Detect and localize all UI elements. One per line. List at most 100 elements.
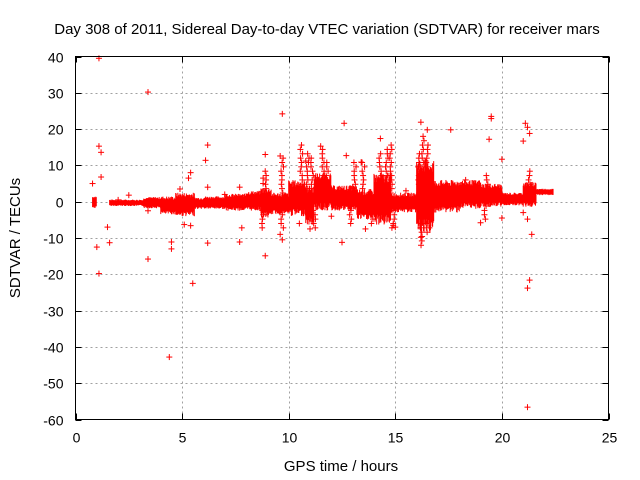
data-point [424, 229, 431, 236]
data-point [348, 198, 355, 205]
x-tick-label: 15 [388, 430, 404, 446]
data-point [477, 219, 484, 226]
data-point [415, 181, 422, 188]
data-band [501, 192, 524, 206]
data-point [343, 152, 350, 159]
data-point [370, 207, 377, 214]
data-point [387, 150, 394, 157]
data-point [387, 163, 394, 170]
y-tick-labels: -60 -50 -40 -30 -20 -10 0 10 20 30 40 [43, 50, 63, 429]
data-point [525, 176, 532, 183]
data-point [520, 209, 527, 216]
data-point [416, 194, 423, 201]
x-axis-title: GPS time / hours [284, 458, 398, 475]
y-tick-label: 10 [48, 158, 64, 174]
data-point [423, 207, 430, 214]
data-band [245, 190, 261, 211]
y-axis-title: SDTVAR / TECUs [7, 178, 24, 298]
data-point [426, 224, 433, 231]
data-point [204, 240, 211, 247]
data-point [387, 189, 394, 196]
data-point [351, 168, 358, 175]
data-point [260, 175, 267, 182]
data-point [89, 180, 96, 187]
data-point [376, 176, 383, 183]
data-point [346, 211, 353, 218]
data-point [317, 143, 324, 150]
data-point [350, 185, 357, 192]
data-point [424, 198, 431, 205]
data-point [377, 185, 384, 192]
data-point [388, 142, 395, 149]
data-point [187, 169, 194, 176]
data-point [309, 176, 316, 183]
data-point [415, 155, 422, 162]
data-point [279, 236, 286, 243]
data-point [204, 142, 211, 149]
x-tick-label: 25 [602, 430, 618, 446]
data-point [106, 239, 113, 246]
data-point [299, 172, 306, 179]
data-point [352, 181, 359, 188]
data-point [346, 203, 353, 210]
data-point [352, 189, 359, 196]
data-point [278, 220, 285, 227]
data-points [89, 55, 554, 411]
data-point [296, 220, 303, 227]
data-point [361, 194, 368, 201]
y-tick-label: 40 [48, 50, 64, 66]
data-point [328, 213, 335, 220]
data-point [236, 184, 243, 191]
data-point [312, 198, 319, 205]
data-point [524, 404, 531, 411]
data-point [424, 216, 431, 223]
data-point [187, 222, 194, 229]
data-point [378, 168, 385, 175]
y-tick-label: -40 [43, 340, 63, 356]
data-point [389, 198, 396, 205]
data-point [202, 157, 209, 164]
data-point [520, 138, 527, 145]
x-tick-label: 0 [73, 430, 81, 446]
data-point [280, 224, 287, 231]
data-band [480, 183, 503, 208]
data-point [279, 203, 286, 210]
data-point [308, 181, 315, 188]
data-point [278, 185, 285, 192]
data-point [115, 196, 122, 203]
data-point [157, 202, 164, 209]
data-point [415, 172, 422, 179]
data-point [319, 146, 326, 153]
data-point [309, 194, 316, 201]
data-point [388, 159, 395, 166]
data-point [279, 189, 286, 196]
data-point [423, 172, 430, 179]
data-band [288, 180, 306, 217]
data-point [279, 110, 286, 117]
data-point [176, 185, 183, 192]
data-point [382, 176, 389, 183]
data-point [304, 168, 311, 175]
data-point [263, 172, 270, 179]
data-point [262, 168, 269, 175]
data-point [526, 194, 533, 201]
data-point [416, 168, 423, 175]
data-point [376, 198, 383, 205]
data-point [347, 207, 354, 214]
y-tick-label: -60 [43, 413, 63, 429]
data-point [278, 207, 285, 214]
data-point [259, 207, 266, 214]
data-point [481, 211, 488, 218]
y-tick-label: -50 [43, 376, 63, 392]
data-point [359, 185, 366, 192]
data-point [238, 224, 245, 231]
data-point [260, 203, 267, 210]
data-band [271, 192, 289, 215]
data-point [347, 220, 354, 227]
data-point [323, 181, 330, 188]
data-point [298, 159, 305, 166]
data-point [488, 115, 495, 122]
data-point [262, 252, 269, 259]
data-point [486, 136, 493, 143]
